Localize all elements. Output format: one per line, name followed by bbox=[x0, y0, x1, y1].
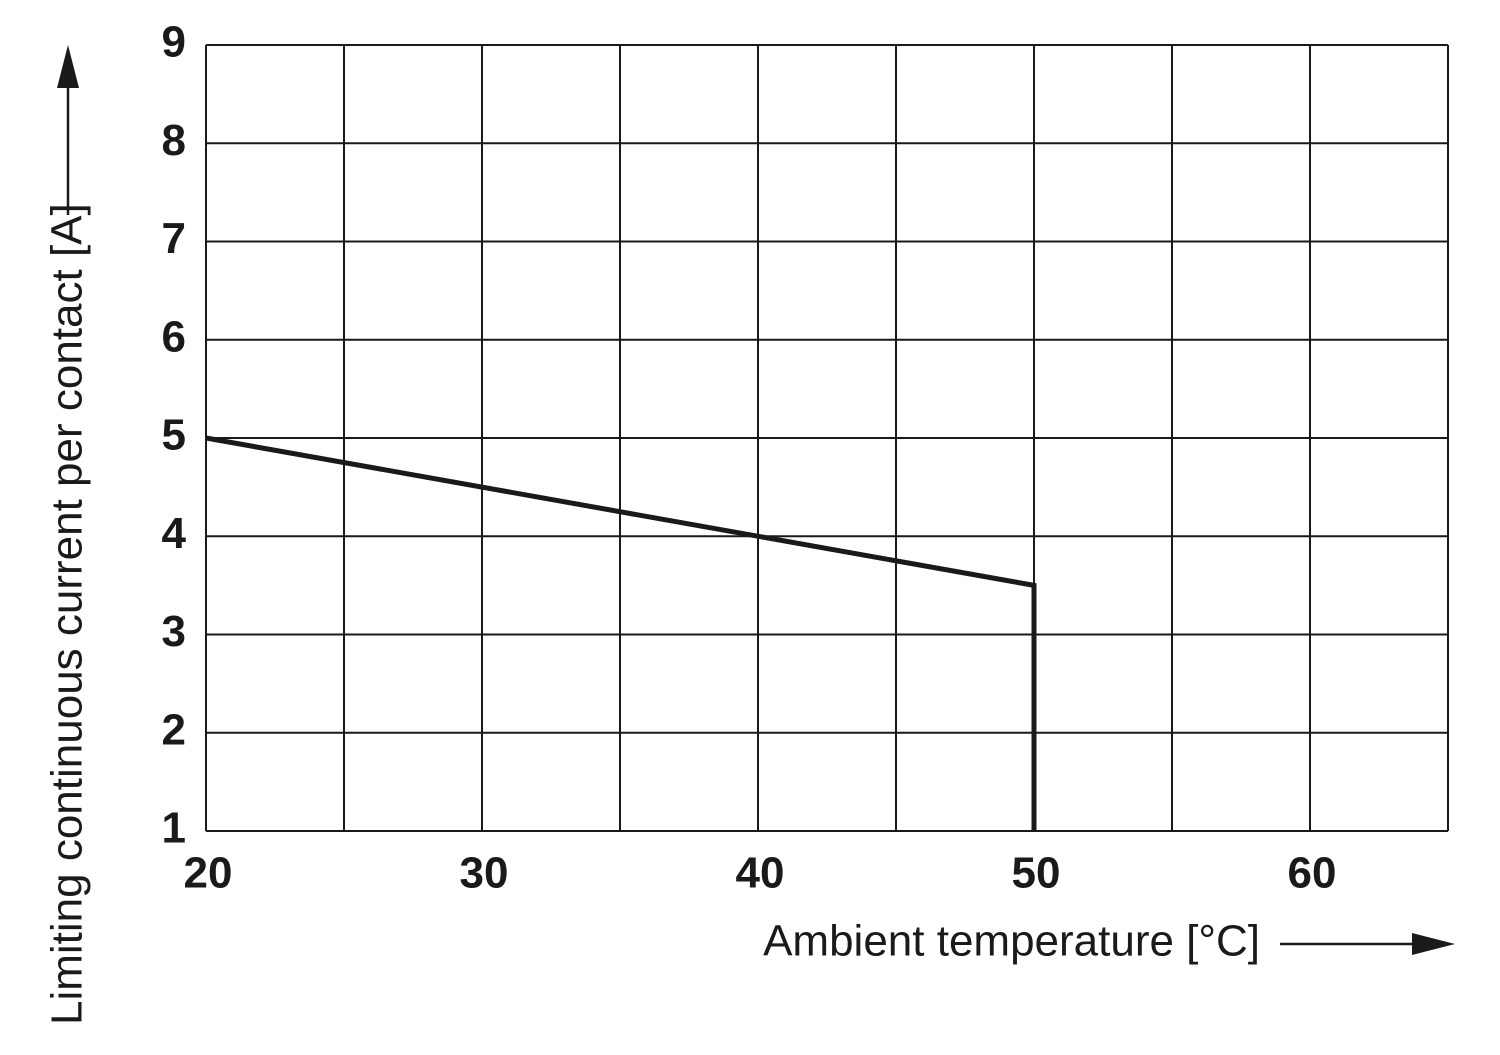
y-tick-label: 4 bbox=[162, 509, 187, 558]
x-arrow-head bbox=[1412, 933, 1455, 955]
y-tick-label: 7 bbox=[162, 214, 186, 263]
y-tick-label: 2 bbox=[162, 705, 186, 754]
x-tick-label: 50 bbox=[1012, 849, 1061, 898]
x-axis-label: Ambient temperature [°C] bbox=[763, 917, 1260, 966]
x-tick-label: 40 bbox=[736, 849, 785, 898]
y-tick-label: 8 bbox=[162, 116, 186, 165]
y-tick-label: 6 bbox=[162, 312, 186, 361]
x-tick-label: 30 bbox=[460, 849, 509, 898]
y-tick-label: 9 bbox=[162, 18, 186, 67]
y-arrow-head bbox=[57, 45, 79, 88]
y-tick-label: 1 bbox=[162, 804, 186, 853]
y-tick-label: 5 bbox=[162, 411, 186, 460]
x-tick-label: 60 bbox=[1288, 849, 1337, 898]
x-tick-label: 20 bbox=[184, 849, 233, 898]
y-axis-label: Limiting continuous current per contact … bbox=[43, 203, 92, 1025]
arrows bbox=[57, 45, 1455, 955]
y-tick-label: 3 bbox=[162, 607, 186, 656]
data-line bbox=[205, 435, 1037, 831]
